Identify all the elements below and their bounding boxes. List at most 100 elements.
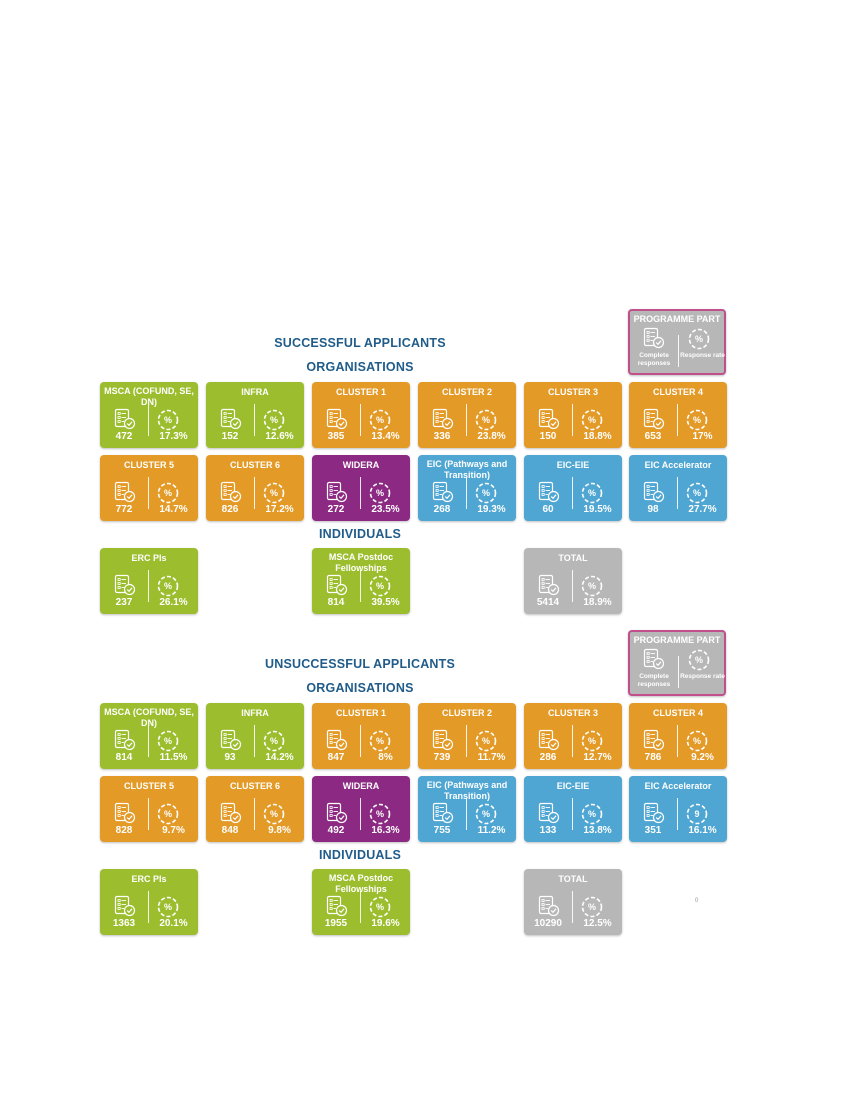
complete-responses-value: 1363 — [112, 918, 136, 929]
complete-responses-icon — [432, 408, 454, 430]
complete-responses-icon — [643, 648, 665, 670]
response-rate-value: 11.5% — [159, 752, 188, 763]
response-rate-value: 16.3% — [371, 825, 400, 836]
card-label: MSCA (COFUND, SE, DN) — [104, 386, 194, 407]
complete-responses-value: 847 — [327, 752, 345, 763]
response-rate-icon: % — [369, 896, 391, 918]
card-cluster-1: CLUSTER 1% 847 8% — [312, 703, 410, 769]
card-label: CLUSTER 5 — [123, 460, 174, 470]
complete-responses-icon — [432, 729, 454, 751]
complete-responses-icon — [643, 481, 665, 503]
response-rate-icon: % — [157, 575, 179, 597]
card-divider — [466, 725, 467, 757]
card-cluster-1: CLUSTER 1% 385 13.4% — [312, 382, 410, 448]
response-rate-icon: % — [157, 803, 179, 825]
response-rate-value: 18.9% — [583, 597, 612, 608]
organisations-heading: ORGANISATIONS — [306, 360, 414, 374]
response-rate-value: 20.1% — [159, 918, 188, 929]
complete-responses-value: 336 — [433, 431, 451, 442]
response-rate-icon: % — [581, 409, 603, 431]
card-cluster-4: CLUSTER 4% 653 17% — [629, 382, 727, 448]
response-rate-icon: % — [369, 803, 391, 825]
complete-responses-value: 10290 — [534, 918, 562, 929]
card-divider — [360, 798, 361, 830]
complete-responses-icon — [220, 408, 242, 430]
card-divider — [572, 404, 573, 436]
percent-icon-glyph: % — [270, 415, 278, 425]
complete-responses-icon — [220, 729, 242, 751]
card-msca-cofund-se-dn: MSCA (COFUND, SE, DN)% 472 17.3% — [100, 382, 198, 448]
percent-icon-glyph: % — [588, 809, 596, 819]
card-divider — [254, 798, 255, 830]
percent-icon-glyph: % — [164, 902, 172, 912]
complete-responses-icon — [326, 574, 348, 596]
percent-icon-glyph: % — [588, 581, 596, 591]
card-cluster-2: CLUSTER 2% 739 11.7% — [418, 703, 516, 769]
complete-responses-value: 755 — [433, 825, 451, 836]
response-rate-icon: % — [263, 409, 285, 431]
card-label: MSCA Postdoc Fellowships — [328, 873, 394, 894]
complete-responses-value: 133 — [539, 825, 557, 836]
card-label: MSCA Postdoc Fellowships — [328, 552, 394, 573]
complete-responses-value: 268 — [433, 504, 451, 515]
response-rate-icon: % — [475, 730, 497, 752]
card-total: TOTAL% 10290 12.5% — [524, 869, 622, 935]
card-label: CLUSTER 6 — [229, 781, 280, 791]
card-cluster-6: CLUSTER 6% 826 17.2% — [206, 455, 304, 521]
programme-part-legend: PROGRAMME PART% Complete responses Respons… — [628, 309, 726, 375]
card-divider — [148, 404, 149, 436]
card-label: CLUSTER 1 — [335, 708, 386, 718]
card-label: EIC Accelerator — [644, 460, 712, 470]
response-rate-icon: % — [263, 803, 285, 825]
card-divider — [254, 404, 255, 436]
card-label: ERC PIs — [131, 874, 167, 884]
card-label: CLUSTER 4 — [652, 708, 703, 718]
response-rate-caption: Response rate — [680, 673, 725, 680]
card-label: WIDERA — [342, 460, 380, 470]
complete-responses-value: 814 — [327, 597, 345, 608]
card-total: TOTAL% 5414 18.9% — [524, 548, 622, 614]
percent-icon-glyph: % — [482, 488, 490, 498]
complete-responses-value: 93 — [224, 752, 236, 763]
legend-divider — [678, 335, 679, 367]
card-divider — [572, 725, 573, 757]
complete-responses-icon — [326, 802, 348, 824]
response-rate-value: 17.3% — [159, 431, 188, 442]
complete-responses-icon — [114, 574, 136, 596]
percent-icon-glyph: % — [376, 809, 384, 819]
response-rate-icon: 9 — [686, 803, 708, 825]
response-rate-value: 39.5% — [371, 597, 400, 608]
card-divider — [360, 570, 361, 602]
response-rate-icon: % — [686, 482, 708, 504]
programme-part-legend: PROGRAMME PART% Complete responses Respons… — [628, 630, 726, 696]
card-widera: WIDERA% 492 16.3% — [312, 776, 410, 842]
complete-responses-value: 286 — [539, 752, 557, 763]
percent-icon-glyph: 9 — [694, 809, 699, 819]
card-label: CLUSTER 2 — [441, 708, 492, 718]
card-erc-pis: ERC PIs% 1363 20.1% — [100, 869, 198, 935]
card-divider — [677, 725, 678, 757]
card-divider — [677, 477, 678, 509]
percent-icon-glyph: % — [270, 809, 278, 819]
complete-responses-value: 272 — [327, 504, 345, 515]
card-divider — [148, 798, 149, 830]
card-divider — [148, 891, 149, 923]
complete-responses-value: 237 — [115, 597, 133, 608]
card-divider — [572, 798, 573, 830]
response-rate-icon: % — [369, 730, 391, 752]
card-label: EIC Accelerator — [644, 781, 712, 791]
complete-responses-value: 492 — [327, 825, 345, 836]
complete-responses-icon — [643, 729, 665, 751]
successful-applicants-section: SUCCESSFUL APPLICANTS ORGANISATIONS INDIVI… — [0, 0, 850, 614]
card-label: ERC PIs — [131, 553, 167, 563]
complete-responses-value: 653 — [644, 431, 662, 442]
card-eic-eie: EIC-EIE% 133 13.8% — [524, 776, 622, 842]
complete-responses-value: 351 — [644, 825, 662, 836]
response-rate-value: 14.2% — [265, 752, 294, 763]
complete-responses-caption: Complete responses — [637, 352, 671, 367]
complete-responses-icon — [538, 895, 560, 917]
legend-title: PROGRAMME PART — [633, 635, 721, 645]
response-rate-value: 9.8% — [268, 825, 291, 836]
footnote-mark: 0 — [695, 898, 699, 904]
percent-icon-glyph: % — [270, 736, 278, 746]
